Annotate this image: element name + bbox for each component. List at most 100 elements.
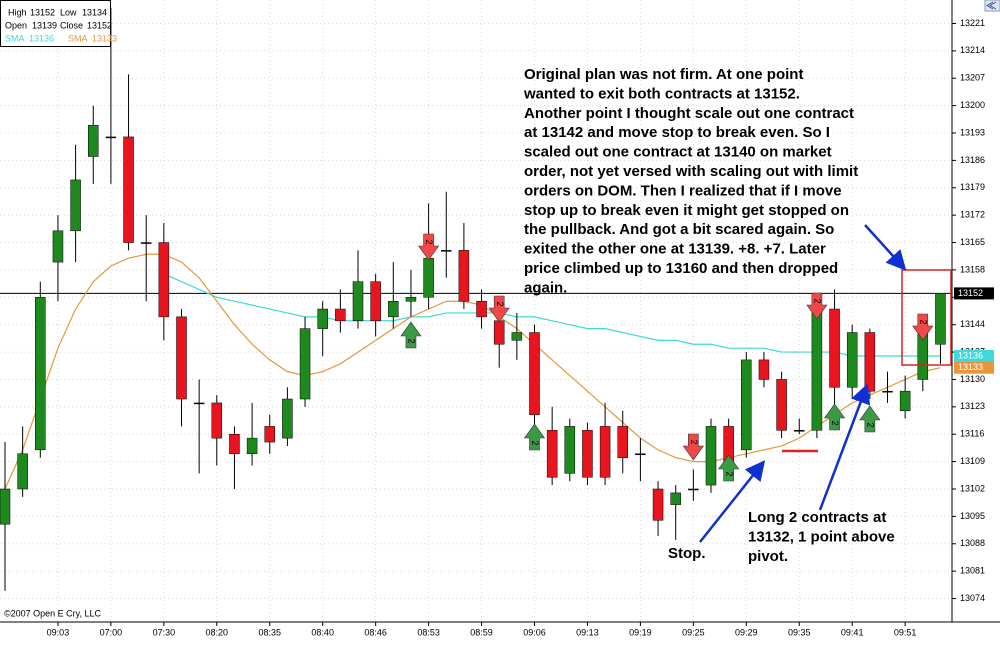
candle-body bbox=[211, 402, 223, 439]
sell-marker: 2 bbox=[912, 313, 934, 341]
candle-body bbox=[17, 453, 28, 490]
info-value: 13152 bbox=[87, 20, 112, 30]
price-tag-label: 13133 bbox=[958, 362, 983, 372]
buy-marker: 2 bbox=[523, 423, 546, 451]
x-tick-label: 09:06 bbox=[523, 627, 546, 637]
buy-marker: 2 bbox=[400, 321, 422, 349]
x-tick-label: 08:53 bbox=[417, 627, 440, 637]
marker-arrow bbox=[823, 403, 846, 431]
candle-body bbox=[88, 124, 99, 157]
marker-label: 2 bbox=[495, 301, 505, 306]
info-label: Low bbox=[60, 7, 77, 17]
candle-body bbox=[635, 453, 646, 456]
highlight-box bbox=[901, 269, 952, 366]
marker-label: 2 bbox=[407, 338, 417, 343]
price-tag bbox=[954, 361, 994, 374]
candle-body bbox=[335, 308, 346, 322]
marker-label: 2 bbox=[689, 439, 699, 444]
candle-body bbox=[599, 426, 611, 478]
marker-arrow bbox=[418, 233, 440, 261]
info-box bbox=[0, 0, 111, 47]
buy-marker: 2 bbox=[859, 405, 881, 433]
marker-label: 2 bbox=[530, 440, 540, 445]
marker-label: 2 bbox=[724, 471, 734, 476]
info-label: Open bbox=[5, 20, 27, 30]
y-tick-label: 13102 bbox=[960, 483, 985, 493]
x-tick-label: 09:51 bbox=[894, 627, 917, 637]
x-tick-label: 09:41 bbox=[841, 627, 864, 637]
candle-body bbox=[140, 242, 152, 244]
marker-arrow bbox=[806, 292, 828, 320]
candle-body bbox=[352, 281, 364, 322]
sma-line bbox=[163, 273, 941, 357]
marker-arrow bbox=[523, 423, 546, 451]
marker-arrow bbox=[859, 405, 881, 433]
x-tick-label: 09:25 bbox=[682, 627, 705, 637]
x-tick-label: 07:30 bbox=[153, 627, 176, 637]
candle-body bbox=[246, 437, 258, 455]
candle-body bbox=[564, 426, 576, 474]
note-long-line: 13132, 1 point above bbox=[748, 529, 895, 546]
price-tag bbox=[954, 287, 994, 300]
x-tick-label: 07:00 bbox=[100, 627, 123, 637]
candle-body bbox=[617, 426, 628, 458]
marker-label: 2 bbox=[918, 319, 928, 324]
copyright: ©2007 Open E Cry, LLC bbox=[4, 608, 102, 618]
sell-marker: 2 bbox=[488, 295, 510, 323]
x-tick-label: 09:03 bbox=[47, 627, 70, 637]
y-tick-label: 13165 bbox=[960, 237, 985, 247]
candle-body bbox=[652, 488, 664, 521]
annotation-line: order, not yet versed with scaling out w… bbox=[524, 163, 858, 180]
y-tick-label: 13214 bbox=[960, 45, 985, 55]
sell-marker: 2 bbox=[418, 233, 440, 261]
annotation-line: the pullback. And got a bit scared again… bbox=[524, 221, 834, 238]
buy-marker: 2 bbox=[718, 454, 740, 482]
candle-body bbox=[829, 308, 840, 388]
info-label: High bbox=[8, 7, 27, 17]
y-tick-label: 13130 bbox=[960, 374, 985, 384]
marker-arrow bbox=[488, 295, 510, 323]
y-tick-label: 13172 bbox=[960, 210, 985, 220]
candle-body bbox=[670, 492, 681, 505]
candle-body bbox=[935, 293, 946, 345]
callout-arrow bbox=[699, 460, 766, 543]
candle-body bbox=[758, 359, 770, 380]
candle-body bbox=[476, 300, 487, 318]
marker-label: 2 bbox=[424, 239, 434, 244]
x-tick-label: 08:46 bbox=[364, 627, 387, 637]
candle-body bbox=[794, 430, 805, 432]
candle-body bbox=[864, 332, 876, 392]
annotation-line: stop up to break even it might get stopp… bbox=[524, 202, 849, 219]
scroll-button[interactable] bbox=[984, 0, 1000, 12]
candle-body bbox=[176, 316, 187, 400]
info-sma-label: SMA bbox=[68, 33, 88, 43]
scroll-icon bbox=[986, 1, 997, 10]
y-tick-label: 13221 bbox=[960, 18, 985, 28]
candle-body bbox=[264, 426, 275, 443]
candle-body bbox=[370, 281, 381, 322]
x-tick-label: 09:19 bbox=[629, 627, 652, 637]
info-value: 13152 bbox=[30, 7, 55, 17]
candle-body bbox=[741, 359, 752, 451]
note-stop: Stop. bbox=[668, 545, 706, 562]
annotation-line: price climbed up to 13160 and then dropp… bbox=[524, 260, 838, 277]
candle-body bbox=[423, 257, 434, 298]
note-long-line: Long 2 contracts at bbox=[748, 509, 886, 526]
y-tick-label: 13074 bbox=[960, 593, 985, 603]
x-tick-label: 08:59 bbox=[470, 627, 493, 637]
y-tick-label: 13109 bbox=[960, 456, 985, 466]
marker-arrow bbox=[718, 454, 740, 482]
y-tick-label: 13095 bbox=[960, 511, 985, 521]
y-tick-label: 13193 bbox=[960, 127, 985, 137]
candle-body bbox=[123, 136, 134, 243]
candle-body bbox=[811, 308, 823, 431]
y-tick-label: 13088 bbox=[960, 538, 985, 548]
candle-body bbox=[158, 242, 170, 318]
candle-body bbox=[299, 328, 311, 400]
candle-body bbox=[229, 433, 240, 455]
y-tick-label: 13123 bbox=[960, 401, 985, 411]
annotation-line: exited the other one at 13139. +8. +7. L… bbox=[524, 241, 826, 258]
price-tag-label: 13136 bbox=[958, 350, 983, 360]
candle-body bbox=[899, 390, 911, 412]
